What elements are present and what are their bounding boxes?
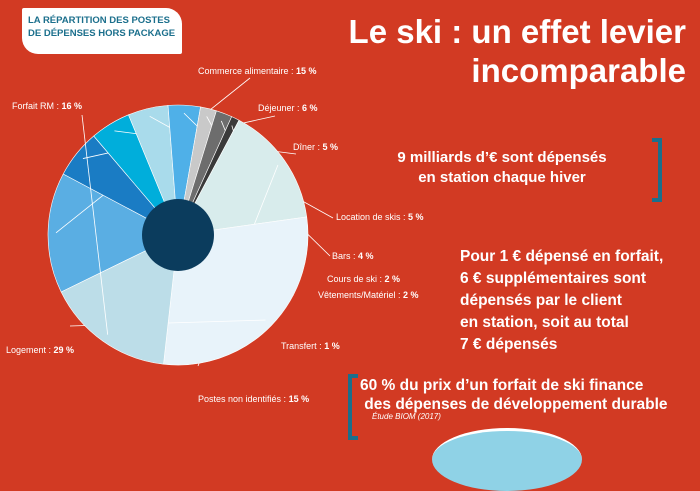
fact2-line: dépensés par le client: [460, 292, 622, 309]
fact3-line: des dépenses de développement durable: [360, 396, 668, 413]
fact2-line: en station, soit au total: [460, 314, 629, 331]
fact1-line-2: en station chaque hiver: [418, 169, 586, 186]
fact-spending-total: 9 milliards d’€ sont dépensés en station…: [362, 148, 642, 188]
pie-label: Postes non identifiés : 15 %: [198, 394, 310, 404]
pie-label: Cours de ski : 2 %: [327, 274, 401, 284]
pie-center: [142, 199, 214, 271]
pie-label: Vêtements/Matériel : 2 %: [318, 290, 419, 300]
pie-label: Forfait RM : 16 %: [12, 101, 83, 111]
pie-label: Logement : 29 %: [6, 345, 75, 355]
fact3-bracket: [348, 374, 358, 440]
pie-label: Transfert : 1 %: [281, 341, 340, 351]
decorative-circle: [432, 428, 582, 491]
fact2-line: 7 € dépensés: [460, 336, 558, 353]
fact1-line-1: 9 milliards d’€ sont dépensés: [397, 149, 607, 166]
pie-chart: [47, 77, 334, 367]
pie-label: Commerce alimentaire : 15 %: [198, 66, 317, 76]
pie-slice-postes-non-identifi-s: [177, 119, 308, 236]
chart-title-badge: [22, 8, 182, 54]
source-note: Étude BIOM (2017): [372, 412, 441, 421]
fact-sustainability: 60 % du prix d’un forfait de ski finance…: [360, 376, 700, 414]
fact3-line: 60 % du prix d’un forfait de ski finance: [360, 377, 644, 394]
chart-title-line-1: La répartition des postes: [28, 15, 170, 26]
page-title-line-2: incomparable: [471, 52, 686, 89]
pie-slice-forfait-rm: [60, 234, 179, 365]
fact1-bracket: [652, 138, 662, 202]
fact2-line: 6 € supplémentaires sont: [460, 270, 647, 287]
leader-line: [81, 114, 109, 335]
chart-title: La répartition des postes de dépenses ho…: [28, 14, 178, 40]
pie-label: Déjeuner : 6 %: [258, 103, 318, 113]
fact2-line: Pour 1 € dépensé en forfait,: [460, 248, 664, 265]
pie-label: Bars : 4 %: [332, 251, 374, 261]
chart-title-line-2: de dépenses hors package: [28, 28, 176, 39]
pie-label: Dîner : 5 %: [293, 142, 339, 152]
fact-leverage: Pour 1 € dépensé en forfait, 6 € supplém…: [460, 246, 690, 356]
pie-label: Location de skis : 5 %: [336, 212, 424, 222]
page-title: Le ski : un effet levier incomparable: [306, 12, 686, 90]
page-title-line-1: Le ski : un effet levier: [348, 13, 686, 50]
pie-slice-commerce-alimentaire: [47, 173, 179, 293]
